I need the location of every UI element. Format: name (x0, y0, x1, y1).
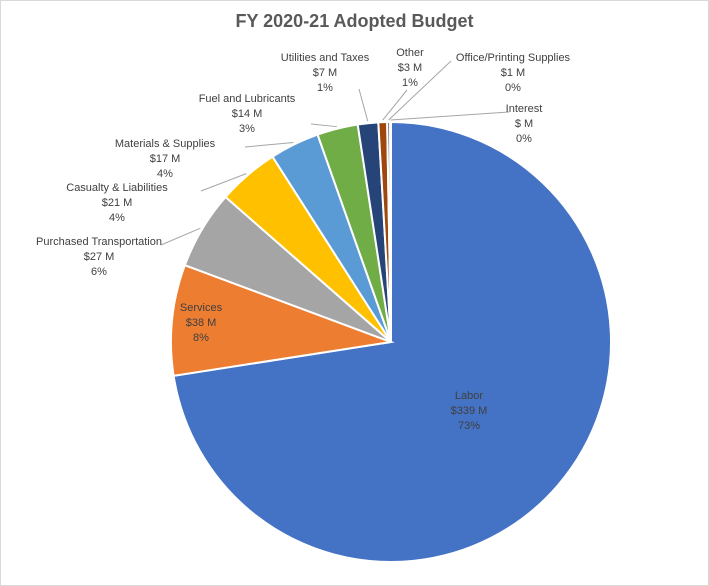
pie-slice-interest (389, 120, 392, 343)
data-label-utilities-and-taxes: Utilities and Taxes $7 M 1% (281, 52, 370, 94)
leader-line-materials-and-supplies (244, 142, 294, 148)
leader-line-fuel-and-lubricants (310, 123, 337, 128)
leader-line-other (382, 89, 408, 121)
leader-line-utilities-and-taxes (358, 88, 369, 122)
data-label-casualty-and-liabilities: Casualty & Liabilities $21 M 4% (66, 182, 168, 224)
leader-line-interest (390, 111, 510, 121)
data-label-interest: Interest $ M 0% (506, 103, 543, 145)
leader-line-purchased-transportation (160, 227, 201, 246)
pie-slice-services (170, 263, 395, 377)
data-label-labor: Labor $339 M 73% (451, 390, 488, 432)
leader-line-casualty-and-liabilities (200, 173, 247, 192)
data-label-office-printing-supplies: Office/Printing Supplies $1 M 0% (456, 52, 571, 94)
chart-title: FY 2020-21 Adopted Budget (235, 11, 474, 31)
data-label-services: Services $38 M 8% (180, 302, 223, 344)
data-label-materials-and-supplies: Materials & Supplies $17 M 4% (115, 138, 216, 180)
data-label-purchased-transportation: Purchased Transportation $27 M 6% (36, 236, 162, 278)
data-label-other: Other $3 M 1% (396, 47, 424, 89)
leader-line-office-printing-supplies (388, 60, 452, 121)
data-label-fuel-and-lubricants: Fuel and Lubricants $14 M 3% (199, 93, 296, 135)
